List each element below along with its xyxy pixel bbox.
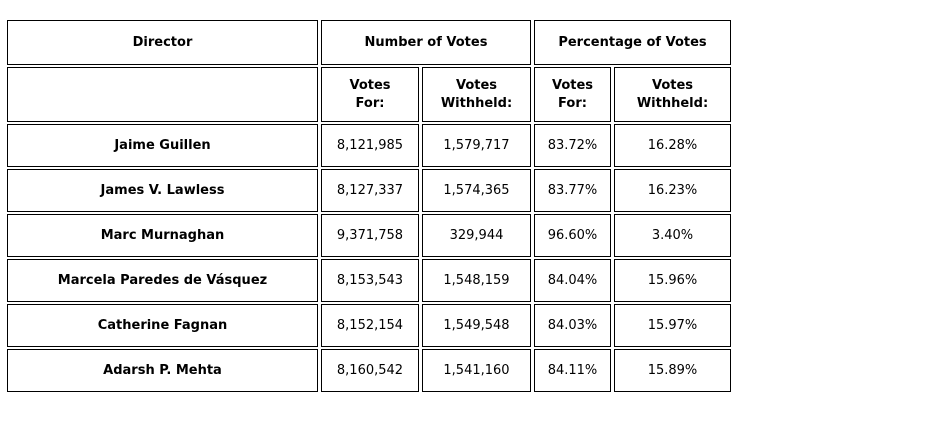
director-name-cell: Jaime Guillen [7, 124, 318, 167]
votes-for-cell: 8,121,985 [321, 124, 419, 167]
director-votes-table: Director Number of Votes Percentage of V… [4, 18, 734, 394]
director-subheader-empty-cell [7, 67, 318, 122]
votes-withheld-cell: 1,574,365 [422, 169, 531, 212]
table-row: Jaime Guillen 8,121,985 1,579,717 83.72%… [7, 124, 731, 167]
table-row: Marcela Paredes de Vásquez 8,153,543 1,5… [7, 259, 731, 302]
votes-for-cell: 8,152,154 [321, 304, 419, 347]
pct-for-cell: 96.60% [534, 214, 611, 257]
table-subheader-row: Votes For: Votes Withheld: Votes For: Vo… [7, 67, 731, 122]
director-name-cell: Marcela Paredes de Vásquez [7, 259, 318, 302]
percentage-of-votes-header: Percentage of Votes [534, 20, 731, 65]
director-name-cell: Adarsh P. Mehta [7, 349, 318, 392]
votes-for-cell: 8,153,543 [321, 259, 419, 302]
votes-withheld-cell: 1,549,548 [422, 304, 531, 347]
pct-for-cell: 84.03% [534, 304, 611, 347]
pct-for-cell: 84.04% [534, 259, 611, 302]
votes-for-cell: 8,160,542 [321, 349, 419, 392]
votes-for-cell: 8,127,337 [321, 169, 419, 212]
number-of-votes-header: Number of Votes [321, 20, 531, 65]
table-row: Adarsh P. Mehta 8,160,542 1,541,160 84.1… [7, 349, 731, 392]
number-votes-for-subheader: Votes For: [321, 67, 419, 122]
votes-for-cell: 9,371,758 [321, 214, 419, 257]
pct-withheld-cell: 16.23% [614, 169, 731, 212]
percent-votes-for-subheader: Votes For: [534, 67, 611, 122]
pct-withheld-cell: 16.28% [614, 124, 731, 167]
pct-withheld-cell: 15.89% [614, 349, 731, 392]
table-row: Catherine Fagnan 8,152,154 1,549,548 84.… [7, 304, 731, 347]
director-name-cell: Catherine Fagnan [7, 304, 318, 347]
pct-for-cell: 84.11% [534, 349, 611, 392]
pct-withheld-cell: 15.97% [614, 304, 731, 347]
votes-withheld-cell: 1,541,160 [422, 349, 531, 392]
director-name-cell: Marc Murnaghan [7, 214, 318, 257]
table-header-row: Director Number of Votes Percentage of V… [7, 20, 731, 65]
table-row: James V. Lawless 8,127,337 1,574,365 83.… [7, 169, 731, 212]
votes-withheld-cell: 329,944 [422, 214, 531, 257]
pct-for-cell: 83.77% [534, 169, 611, 212]
percent-votes-withheld-subheader: Votes Withheld: [614, 67, 731, 122]
director-column-header: Director [7, 20, 318, 65]
pct-withheld-cell: 15.96% [614, 259, 731, 302]
table-row: Marc Murnaghan 9,371,758 329,944 96.60% … [7, 214, 731, 257]
pct-withheld-cell: 3.40% [614, 214, 731, 257]
pct-for-cell: 83.72% [534, 124, 611, 167]
votes-withheld-cell: 1,548,159 [422, 259, 531, 302]
director-name-cell: James V. Lawless [7, 169, 318, 212]
number-votes-withheld-subheader: Votes Withheld: [422, 67, 531, 122]
votes-withheld-cell: 1,579,717 [422, 124, 531, 167]
